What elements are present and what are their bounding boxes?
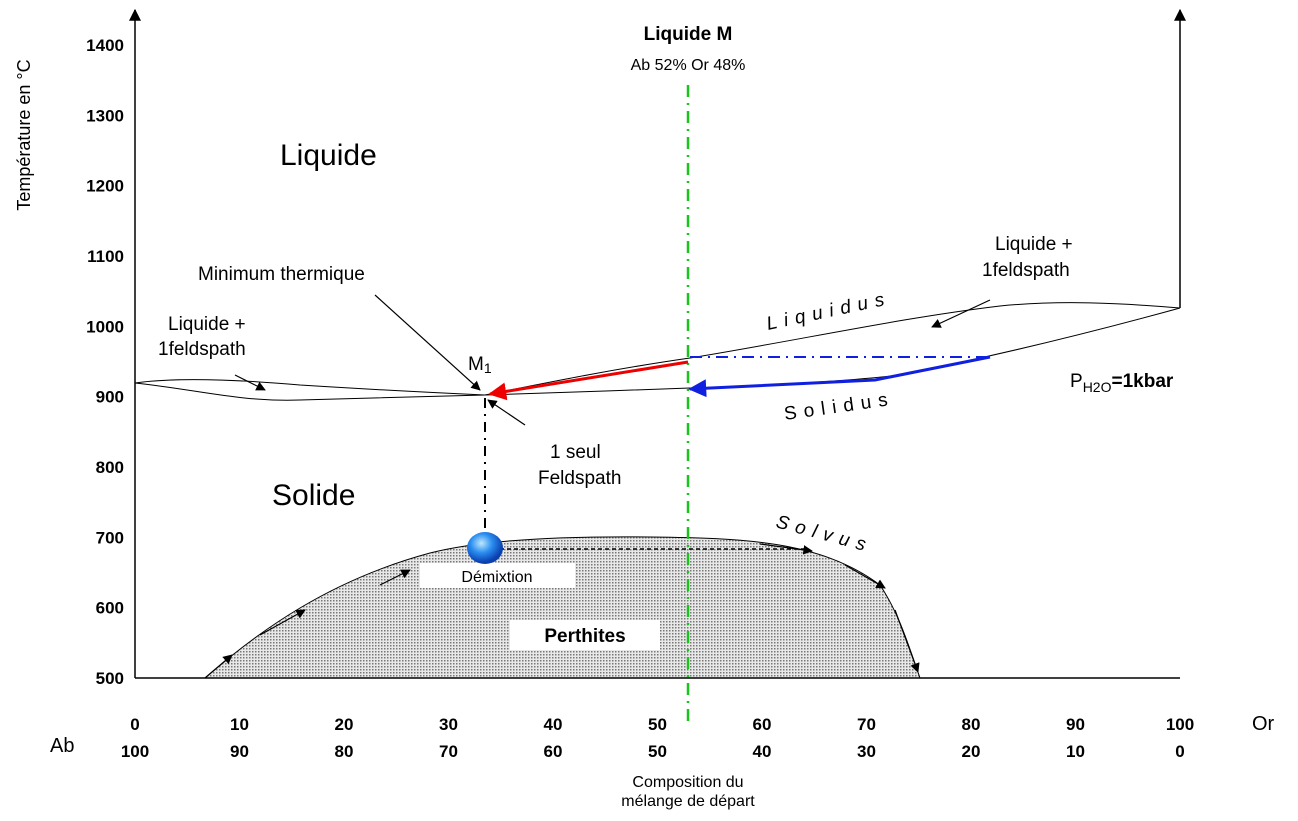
x-caption: mélange de départ xyxy=(621,793,755,810)
y-tick-label: 900 xyxy=(96,388,124,407)
x-tick-label-ab: 10 xyxy=(1066,742,1085,761)
solide-label: Solide xyxy=(272,479,355,512)
phase-curves xyxy=(134,302,1181,401)
minimum-label: Minimum thermique xyxy=(198,264,365,285)
label-box xyxy=(510,620,660,650)
single-feldspath: 1 seul xyxy=(550,442,601,463)
blue-arrow xyxy=(688,355,991,398)
liquide-m: Liquide M xyxy=(644,24,733,45)
x-tick-label-ab: 20 xyxy=(962,742,981,761)
y-tick-label: 500 xyxy=(96,669,124,688)
x-tick-label-or: 70 xyxy=(857,715,876,734)
x-tick-label-ab: 0 xyxy=(1175,742,1184,761)
x-tick-label-or: 90 xyxy=(1066,715,1085,734)
single-feldspath: Feldspath xyxy=(538,468,621,489)
liquide-label: Liquide xyxy=(280,139,377,172)
x-caption: Composition du xyxy=(632,774,743,791)
red-arrow xyxy=(488,360,689,401)
x-tick-label-or: 20 xyxy=(335,715,354,734)
x-tick-label-or: 40 xyxy=(544,715,563,734)
liquidus-label: Liquidus xyxy=(765,288,893,335)
x-tick-label-ab: 60 xyxy=(544,742,563,761)
x-tick-label-ab: 40 xyxy=(753,742,772,761)
x-tick-label-ab: 50 xyxy=(648,742,667,761)
y-tick-label: 1200 xyxy=(86,177,124,196)
right-two-phase: Liquide + xyxy=(995,234,1073,255)
y-tick-label: 1000 xyxy=(86,317,124,336)
y-tick-label: 700 xyxy=(96,528,124,547)
x-tick-label-ab: 90 xyxy=(230,742,249,761)
left-two-phase: Liquide + xyxy=(168,314,246,335)
solvus-region xyxy=(203,536,921,679)
y-tick-label: 1400 xyxy=(86,36,124,55)
y-axis-label: Température en °C xyxy=(14,59,34,210)
solidus-label: Solidus xyxy=(783,389,896,425)
y-tick-label: 1100 xyxy=(87,247,124,266)
x-tick-label-or: 80 xyxy=(962,715,981,734)
label-box xyxy=(420,563,575,588)
demixtion-point xyxy=(467,532,503,564)
y-tick-label: 1300 xyxy=(86,106,124,125)
x-tick-label-or: 60 xyxy=(753,715,772,734)
x-tick-label-ab: 70 xyxy=(439,742,458,761)
pressure-label: PH2O=1kbar xyxy=(1070,371,1174,395)
left-two-phase: 1feldspath xyxy=(158,339,246,360)
x-start-label: Ab xyxy=(50,735,74,757)
x-tick-label-or: 0 xyxy=(130,715,139,734)
x-tick-label-or: 50 xyxy=(648,715,667,734)
y-tick-label: 800 xyxy=(96,458,124,477)
axes xyxy=(129,8,1186,679)
liquide-m-comp: Ab 52% Or 48% xyxy=(631,57,746,74)
demixtion-label: Démixtion xyxy=(461,569,532,586)
perthites-label: Perthites xyxy=(544,626,625,647)
x-tick-label-or: 100 xyxy=(1166,715,1194,734)
x-end-label: Or xyxy=(1252,713,1275,735)
x-tick-label-or: 10 xyxy=(230,715,249,734)
x-tick-label-ab: 80 xyxy=(335,742,354,761)
y-tick-label: 600 xyxy=(96,599,124,618)
right-two-phase: 1feldspath xyxy=(982,260,1070,281)
curve-arrows xyxy=(234,294,991,426)
solvus-arrows xyxy=(204,543,920,679)
x-tick-label-ab: 100 xyxy=(121,742,149,761)
m1-label: M1 xyxy=(468,354,492,376)
x-tick-label-ab: 30 xyxy=(857,742,876,761)
x-tick-label-or: 30 xyxy=(439,715,458,734)
